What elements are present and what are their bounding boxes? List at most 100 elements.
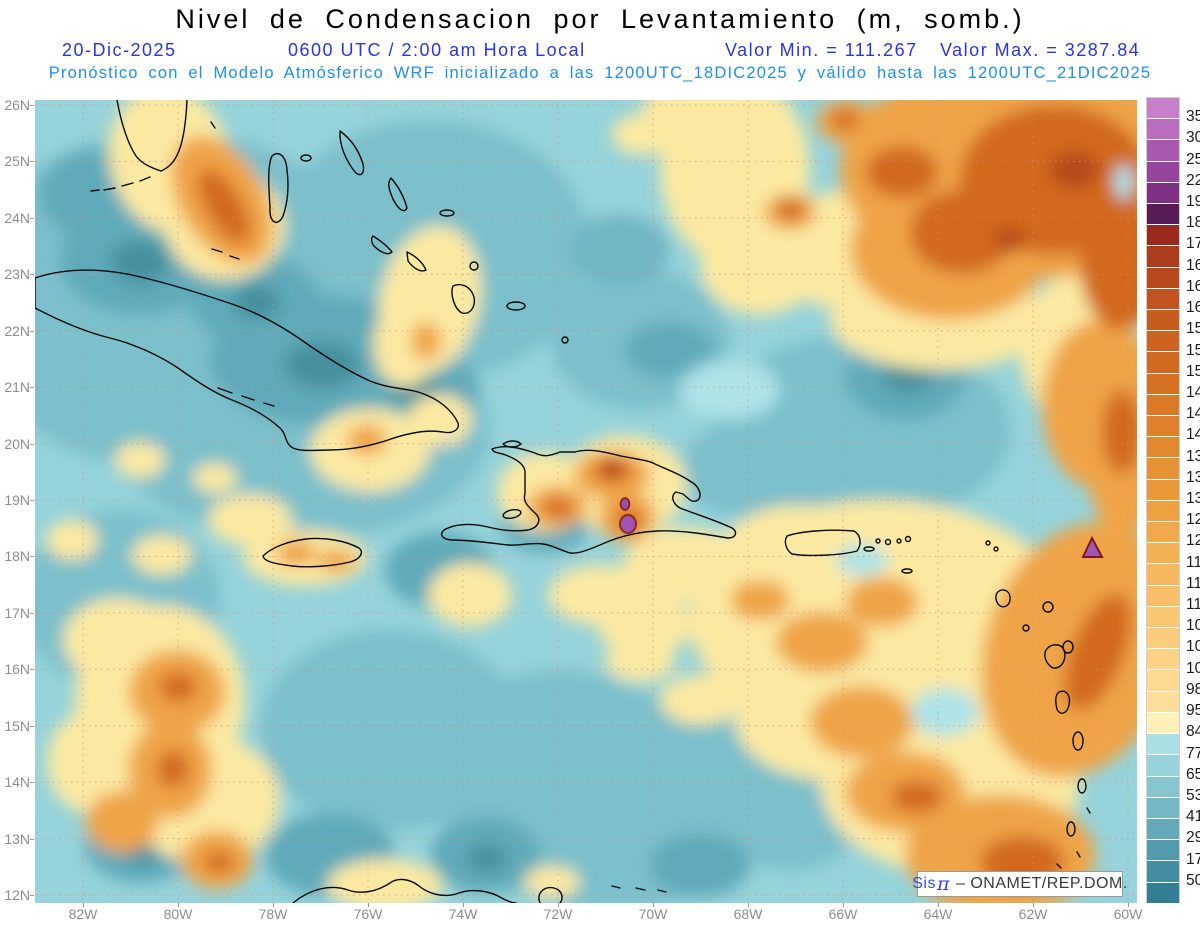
lat-tick [30,274,34,276]
map-area [35,100,1137,903]
lat-tick [30,330,34,332]
lat-tick [30,612,34,614]
lat-tick-label: 18N [4,548,30,565]
watermark-source: – ONAMET/REP.DOM. [955,875,1128,892]
lon-tick [463,903,464,907]
colorbar-cell [1147,416,1179,438]
colorbar-cell [1147,204,1179,226]
value-max-label: Valor Max. = 3287.84 [940,40,1141,60]
colorbar-cell [1147,564,1179,586]
lon-tick [558,903,559,907]
lon-tick-label: 62W [1018,906,1048,922]
value-min-label: Valor Min. = 111.267 [725,40,918,60]
colorbar-cell [1147,691,1179,713]
lat-tick [30,556,34,558]
colorbar-level-label: 1160 [1186,574,1200,592]
lon-tick-label: 76W [353,906,383,922]
colorbar-level-label: 410 [1186,808,1200,826]
header-line-datetime: 20-Dic-2025 0600 UTC / 2:00 am Hora Loca… [0,40,1200,62]
colorbar-cell [1147,755,1179,777]
colorbar-level-label: 950 [1186,702,1200,720]
lon-tick [368,903,369,907]
colorbar-cell [1147,161,1179,183]
colorbar-level-label: 1510 [1186,362,1200,380]
colorbar-level-label: 650 [1186,765,1200,783]
colorbar-level-label: 985 [1186,680,1200,698]
lon-tick-label: 78W [258,906,288,922]
colorbar-cell [1147,310,1179,332]
lat-tick-label: 16N [4,661,30,678]
lat-tick-label: 23N [4,266,30,283]
lon-tick-label: 82W [68,906,98,922]
colorbar-level-label: 1405 [1186,426,1200,444]
colorbar-cell [1147,500,1179,523]
lon-tick-label: 66W [828,906,858,922]
colorbar-level-label: 2200 [1186,171,1200,189]
colorbar-cell [1147,712,1179,735]
lon-tick-label: 60W [1113,906,1143,922]
lon-tick-label: 72W [543,906,573,922]
lat-tick [30,838,34,840]
colorbar-cell [1147,818,1179,841]
colorbar-cell [1147,331,1179,353]
watermark-pi-icon: π [936,873,950,895]
lat-tick [30,500,34,501]
colorbar-level-label: 1580 [1186,320,1200,338]
colorbar-cell [1147,585,1179,607]
colorbar-level-label: 1440 [1186,405,1200,423]
colorbar-cell [1147,119,1179,141]
colorbar-level-label: 1195 [1186,553,1200,571]
coastlines [35,100,1091,903]
colorbar-cell [1147,797,1179,819]
colorbar-cell [1147,628,1179,650]
lat-tick-label: 22N [4,322,30,339]
lat-tick [30,669,34,671]
colorbar-cell [1147,352,1179,374]
valid-date: 20-Dic-2025 [62,40,177,60]
colorbar-cell [1147,649,1179,671]
watermark-badge: Sis π – ONAMET/REP.DOM. [912,871,1127,897]
colorbar-cell [1147,288,1179,311]
colorbar-level-label: 1055 [1186,638,1200,656]
colorbar-level-label: 2500 [1186,150,1200,168]
colorbar-level-label: 1125 [1186,596,1200,614]
lat-tick-label: 25N [4,153,30,170]
lat-tick-label: 20N [4,435,30,452]
colorbar-cell [1147,458,1179,480]
colorbar-cell [1147,246,1179,268]
lat-tick [30,161,34,163]
colorbar-level-label: 840 [1186,723,1200,741]
colorbar-level-label: 1650 [1186,277,1200,295]
lat-tick-label: 13N [4,830,30,847]
colorbar-level-label: 290 [1186,829,1200,847]
extreme-value-markers [619,497,1104,558]
colorbar-cell [1147,98,1179,120]
colorbar-cell [1147,267,1179,289]
colorbar-cell [1147,225,1179,247]
colorbar-cell [1147,776,1179,798]
watermark-sis: Sis [912,875,936,892]
lat-tick [30,782,34,784]
colorbar-cell [1147,734,1179,756]
lat-tick-label: 14N [4,774,30,791]
colorbar-cell [1147,522,1179,544]
lon-tick-label: 68W [733,906,763,922]
colorbar-level-label: 1265 [1186,511,1200,529]
colorbar-level-label: 1800 [1186,214,1200,232]
colorbar-level-label: 1685 [1186,256,1200,274]
colorbar-level-label: 3500 [1186,108,1200,126]
colorbar-cell [1147,606,1179,629]
lat-tick [30,725,34,727]
colorbar-level-label: 770 [1186,744,1200,762]
colorbar-cell [1147,840,1179,862]
lcl-field-blobs [35,100,1137,903]
lon-tick [938,903,939,907]
colorbar [1146,97,1180,904]
colorbar-level-label: 1230 [1186,532,1200,550]
lon-tick-label: 80W [163,906,193,922]
lon-tick [1128,903,1129,907]
colorbar-level-label: 50 [1186,871,1200,889]
local-max-spot-large [619,514,637,534]
lat-tick-label: 15N [4,717,30,734]
